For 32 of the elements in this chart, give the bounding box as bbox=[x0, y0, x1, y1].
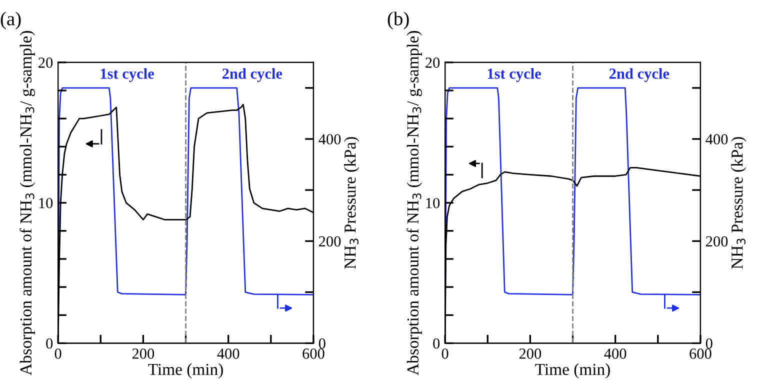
annotation: 1st cycle bbox=[488, 68, 541, 82]
y2-tick-label: 200 bbox=[706, 236, 728, 247]
y-axis-title: Absorption amount of NH$_{3}$ (mmol-NH$_{3}$/ g-sample) bbox=[20, 31, 35, 376]
y2-tick-label: 0 bbox=[318, 338, 326, 349]
y2-axis-title: NH$_{3}$ Pressure (kPa) bbox=[344, 137, 360, 269]
y-tick-label: 0 bbox=[433, 338, 440, 349]
x-tick-label: 600 bbox=[690, 348, 712, 359]
y-axis-title: Absorption amount of NH$_{3}$ (mmol-NH$_{3}$/ g-sample) bbox=[406, 31, 422, 376]
annotation: 1st cycle bbox=[100, 68, 154, 82]
y-tick-label: 10 bbox=[426, 198, 440, 208]
x-axis-title: Time (min) bbox=[148, 363, 223, 378]
y-tick-label: 0 bbox=[46, 338, 53, 349]
x-tick-label: 0 bbox=[54, 348, 62, 359]
y-tick-label: 20 bbox=[38, 58, 53, 68]
annotation: 2nd cycle bbox=[609, 68, 670, 82]
y2-tick-label: 400 bbox=[318, 134, 341, 144]
y2-tick-label: 200 bbox=[319, 236, 341, 247]
y2-axis-title: NH$_{3}$ Pressure (kPa) bbox=[731, 137, 746, 269]
x-tick-label: 400 bbox=[217, 348, 240, 359]
y-tick-label: 10 bbox=[39, 198, 53, 208]
x-tick-label: 200 bbox=[519, 348, 542, 359]
x-tick-label: 200 bbox=[132, 348, 154, 359]
x-tick-label: 600 bbox=[302, 348, 324, 359]
y2-tick-label: 0 bbox=[706, 338, 712, 349]
chart-title: (b) bbox=[388, 12, 409, 30]
x-tick-label: 400 bbox=[604, 348, 626, 359]
y-tick-label: 20 bbox=[426, 58, 440, 68]
chart-title: (a) bbox=[0, 12, 21, 30]
x-tick-label: 0 bbox=[442, 348, 448, 359]
x-axis-title: Time (min) bbox=[535, 363, 610, 378]
annotation: 2nd cycle bbox=[222, 68, 282, 82]
y2-tick-label: 400 bbox=[706, 134, 728, 144]
